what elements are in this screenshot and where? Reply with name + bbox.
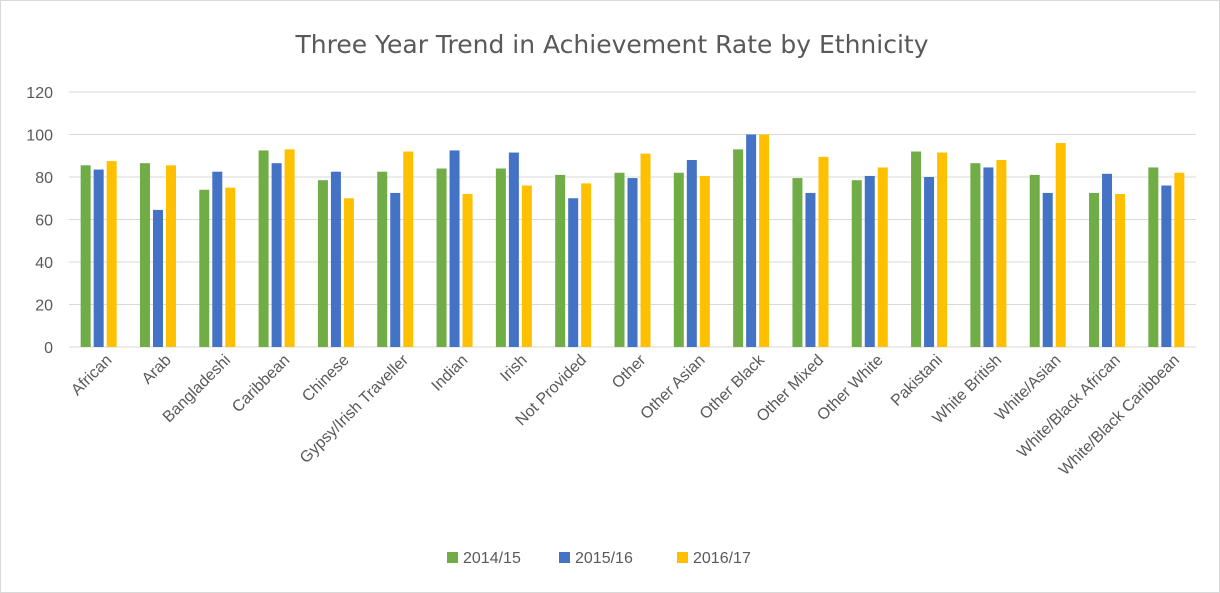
- bar-2015/16-Other Black: [746, 134, 757, 347]
- bar-2016/17-Other: [640, 153, 651, 347]
- legend-label: 2014/15: [463, 550, 521, 567]
- bar-2014/15-White/Black African: [1089, 192, 1100, 347]
- bar-2014/15-White British: [970, 163, 981, 347]
- bar-2015/16-Pakistani: [924, 177, 935, 347]
- legend-swatch-2014/15: [447, 552, 458, 563]
- bar-2015/16-Caribbean: [271, 163, 282, 347]
- bar-2014/15-Other Mixed: [792, 178, 803, 347]
- bar-2014/15-Gypsy/Irish Traveller: [377, 171, 388, 347]
- bar-2015/16-White/Black African: [1102, 173, 1113, 347]
- y-tick-label: 60: [35, 213, 53, 230]
- bar-2014/15-Other: [614, 172, 625, 347]
- bar-2014/15-Other White: [851, 180, 862, 347]
- bar-2016/17-Arab: [165, 165, 176, 347]
- bar-2016/17-Caribbean: [284, 149, 295, 347]
- bars: [80, 134, 1185, 347]
- bar-2015/16-White/Black Caribbean: [1161, 185, 1172, 347]
- category-label: Indian: [429, 352, 472, 395]
- bar-2014/15-Chinese: [317, 180, 328, 347]
- bar-2016/17-Bangladeshi: [225, 187, 236, 347]
- bar-2014/15-Other Black: [733, 149, 744, 347]
- bar-2016/17-Not Provided: [581, 183, 592, 347]
- category-label: White/Black African: [1014, 352, 1123, 461]
- bar-2014/15-Pakistani: [911, 151, 922, 347]
- category-label: Chinese: [299, 352, 353, 406]
- y-tick-label: 100: [26, 128, 53, 145]
- bar-2015/16-Other White: [864, 175, 875, 347]
- bar-2015/16-White/Asian: [1042, 192, 1053, 347]
- legend-swatch-2015/16: [559, 552, 570, 563]
- bar-2014/15-African: [80, 165, 91, 347]
- bar-2015/16-Other Asian: [686, 160, 697, 347]
- bar-2016/17-Pakistani: [937, 152, 948, 347]
- legend: 2014/15 2015/16 2016/17: [447, 550, 751, 567]
- bar-2014/15-Not Provided: [555, 174, 566, 347]
- chart-title: Three Year Trend in Achievement Rate by …: [294, 30, 928, 59]
- bar-2014/15-White/Asian: [1029, 174, 1040, 347]
- bar-2016/17-Irish: [521, 185, 532, 347]
- bar-2016/17-Indian: [462, 194, 473, 347]
- bar-2016/17-White/Black African: [1115, 194, 1126, 347]
- category-label: Caribbean: [229, 352, 293, 416]
- category-label: Irish: [497, 352, 530, 385]
- bar-2015/16-Irish: [508, 152, 519, 347]
- bar-2014/15-Caribbean: [258, 150, 269, 347]
- legend-label: 2015/16: [575, 550, 633, 567]
- category-label: Arab: [139, 352, 175, 388]
- y-tick-label: 20: [35, 298, 53, 315]
- bar-2016/17-Other Mixed: [818, 156, 829, 347]
- bar-2014/15-Other Asian: [673, 172, 684, 347]
- bar-2015/16-Bangladeshi: [212, 171, 223, 347]
- bar-2015/16-White British: [983, 167, 994, 347]
- bar-2015/16-Other Mixed: [805, 192, 816, 347]
- bar-2014/15-Arab: [139, 163, 150, 347]
- y-tick-label: 120: [26, 85, 53, 102]
- bar-2016/17-Chinese: [343, 198, 354, 347]
- bar-2015/16-Arab: [152, 209, 163, 347]
- bar-2016/17-White/Black Caribbean: [1174, 172, 1185, 347]
- bar-2016/17-White/Asian: [1055, 143, 1066, 347]
- bar-2016/17-Gypsy/Irish Traveller: [403, 151, 414, 347]
- bar-2015/16-Gypsy/Irish Traveller: [390, 192, 401, 347]
- legend-label: 2016/17: [693, 550, 751, 567]
- bar-2016/17-Other Black: [759, 134, 770, 347]
- category-label: African: [68, 352, 115, 399]
- bar-2016/17-African: [106, 161, 117, 347]
- bar-2014/15-Indian: [436, 168, 447, 347]
- bar-2014/15-Bangladeshi: [199, 189, 210, 347]
- bar-2015/16-Other: [627, 178, 638, 347]
- bar-2014/15-Irish: [495, 168, 506, 347]
- y-tick-label: 40: [35, 255, 53, 272]
- bar-2015/16-African: [93, 169, 104, 347]
- legend-swatch-2016/17: [677, 552, 688, 563]
- bar-2014/15-White/Black Caribbean: [1148, 167, 1159, 347]
- y-tick-label: 0: [44, 340, 53, 357]
- category-label: Gypsy/Irish Traveller: [297, 351, 413, 467]
- category-label: White/Black Caribbean: [1056, 352, 1183, 479]
- category-label: Pakistani: [888, 352, 946, 410]
- category-label: Other: [609, 351, 650, 392]
- bar-2016/17-Other Asian: [699, 175, 710, 347]
- y-tick-label: 80: [35, 170, 53, 187]
- bar-2015/16-Not Provided: [568, 198, 579, 347]
- y-axis-ticks: 0 20 40 60 80 100 120: [26, 85, 53, 357]
- bar-2016/17-White British: [996, 160, 1007, 347]
- bar-2015/16-Indian: [449, 150, 460, 347]
- bar-2015/16-Chinese: [330, 171, 341, 347]
- bar-2016/17-Other White: [877, 167, 888, 347]
